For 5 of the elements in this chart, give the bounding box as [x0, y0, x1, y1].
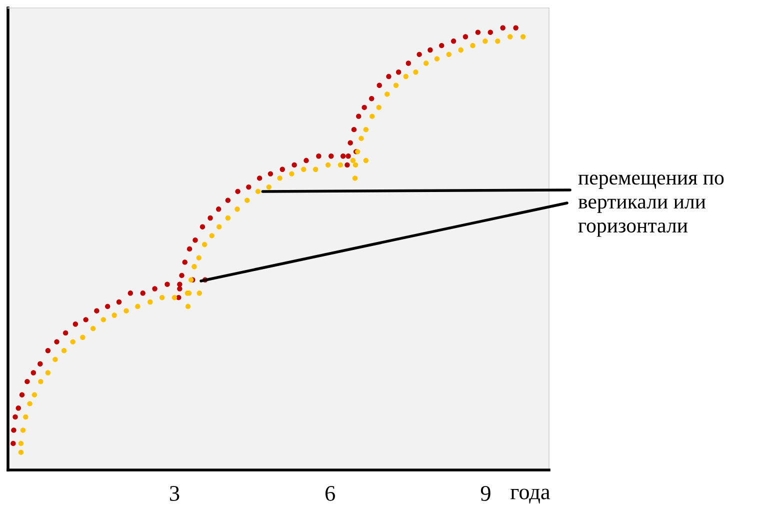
annotation: перемещения по вертикали или горизонтали — [578, 174, 724, 237]
x-tick-label: 3 — [170, 486, 180, 501]
x-tick-label: 6 — [326, 486, 336, 501]
x-axis-title: года — [510, 488, 550, 504]
x-tick-label: 9 — [480, 486, 490, 501]
